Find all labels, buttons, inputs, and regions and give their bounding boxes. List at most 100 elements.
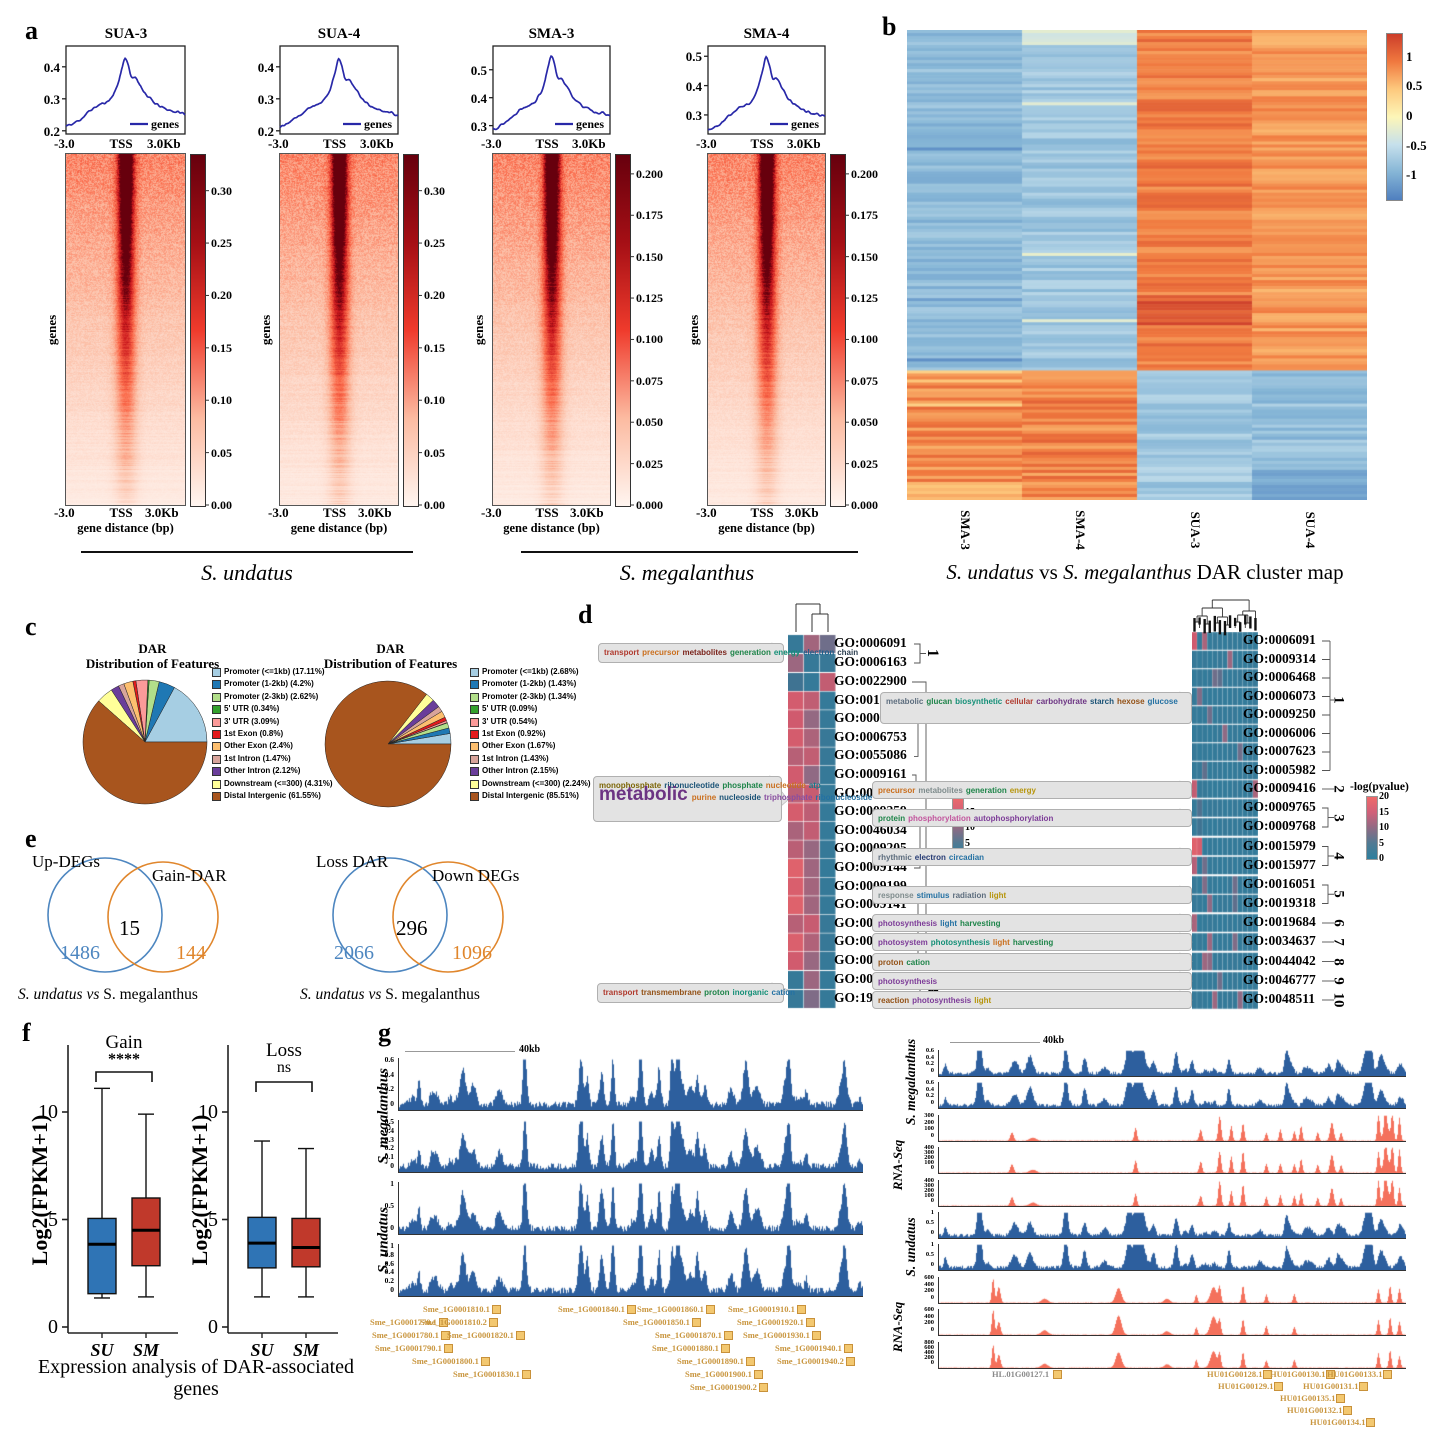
pie-legend-swatch bbox=[212, 779, 221, 789]
colorbar-tick-label: 0.100 bbox=[851, 332, 878, 347]
gene-glyph bbox=[1274, 1382, 1284, 1391]
boxplot-ytick-label: 10 bbox=[198, 1101, 218, 1123]
profile-legend-label: genes bbox=[791, 117, 819, 131]
profile-ytick-label: 0.3 bbox=[685, 107, 702, 123]
pie-legend-label: 3' UTR (3.09%) bbox=[224, 716, 280, 726]
go-term-left: GO:0006753 bbox=[834, 728, 907, 744]
go-term-right: GO:0015979 bbox=[1243, 837, 1316, 853]
wordcloud-word: response bbox=[878, 891, 914, 900]
wordcloud-left-3: transport transmembrane proton inorganic cat… bbox=[597, 983, 795, 1003]
wordcloud-word: light bbox=[989, 891, 1007, 900]
go-term-right: GO:0046777 bbox=[1243, 972, 1316, 987]
wordcloud-word: protein bbox=[878, 814, 906, 823]
gene-label: HL.01G00127.1 bbox=[992, 1369, 1050, 1379]
venn1-caption-roman: S. megalanthus bbox=[99, 986, 198, 1003]
group-underline-su bbox=[81, 551, 413, 553]
venn1-caption: S. undatus vs S. megalanthus bbox=[18, 986, 198, 1004]
go-term-right: GO:0009314 bbox=[1243, 650, 1316, 666]
wordcloud-right-4: rhythmic electron circadian bbox=[872, 848, 1192, 866]
tss-colorbar bbox=[830, 154, 846, 507]
wordcloud-word: ribonucleotide bbox=[664, 781, 720, 790]
sample-title-sua4: SUA-4 bbox=[317, 26, 361, 42]
dar-colorbar-tick: -1 bbox=[1406, 167, 1417, 183]
wordcloud-word: radiation bbox=[952, 891, 987, 900]
right-track-6 bbox=[938, 1212, 1406, 1239]
gene-label: Sme_1G0001920.1 bbox=[737, 1317, 804, 1327]
track-ytick: 300 bbox=[924, 1112, 934, 1119]
go-bracket-right-1 bbox=[1322, 640, 1334, 771]
colorbar-tick-label: 0.025 bbox=[636, 456, 663, 471]
heatmap-xtick: -3.0 bbox=[268, 505, 289, 520]
group-caption-s-megalanthus: S. megalanthus bbox=[619, 560, 755, 585]
boxplot-ytick-label: 5 bbox=[208, 1208, 218, 1231]
wordcloud-word: purine bbox=[691, 793, 717, 802]
gene-label: Sme_1G0001790.1 bbox=[375, 1343, 442, 1353]
heatmap-xlabel: gene distance (bp) bbox=[290, 521, 388, 535]
venn2-count1: 2066 bbox=[334, 942, 374, 964]
wordcloud-right-6: photosynthesis light harvesting bbox=[872, 914, 1192, 932]
track-ytick: 0.6 bbox=[925, 1047, 934, 1054]
wordcloud-word: electron bbox=[803, 648, 835, 657]
wordcloud-word: harvesting bbox=[960, 919, 1001, 928]
track-ytick: 200 bbox=[924, 1154, 934, 1161]
venn2-caption: S. undatus vs S. megalanthus bbox=[300, 986, 480, 1004]
profile-legend-label: genes bbox=[151, 117, 179, 131]
colorbar-tick-label: 0.100 bbox=[636, 332, 663, 347]
track-ytick: 0.5 bbox=[925, 1219, 934, 1226]
gene-glyph bbox=[844, 1344, 854, 1353]
go-term-right: GO:0048511 bbox=[1243, 991, 1316, 1006]
dar-colorbar-tick: 0 bbox=[1406, 108, 1413, 123]
heatmap-xtick: TSS bbox=[750, 505, 774, 520]
track-ytick: 400 bbox=[924, 1312, 934, 1320]
pie-slice bbox=[387, 699, 440, 745]
heatmap-xtick: 3.0Kb bbox=[570, 505, 604, 520]
track-ytick: 0.3 bbox=[384, 1134, 394, 1144]
profile-xtick: 3.0Kb bbox=[787, 136, 821, 151]
go-term-left: GO:0006091 bbox=[834, 635, 907, 650]
pie-legend-swatch bbox=[212, 705, 221, 715]
gene-glyph bbox=[1383, 1370, 1393, 1379]
go-legend-tick: 10 bbox=[965, 822, 975, 833]
go-term-right: GO:0019318 bbox=[1243, 894, 1316, 910]
track-ytick: 0.6 bbox=[925, 1079, 934, 1086]
gene-glyph bbox=[1052, 1370, 1062, 1379]
go-cluster-label-right: 1 bbox=[1330, 696, 1347, 704]
colorbar-tick-label: 0.00 bbox=[424, 498, 445, 512]
profile-xtick: -3.0 bbox=[696, 136, 717, 151]
profile-xtick: 3.0Kb bbox=[360, 136, 394, 151]
wordcloud-word: cellular bbox=[1005, 697, 1034, 706]
track-ytick: 0.6 bbox=[384, 1055, 394, 1064]
venn2-caption-italic: S. undatus vs bbox=[300, 986, 382, 1003]
gene-label: Sme_1G0001880.1 bbox=[652, 1343, 719, 1353]
wordcloud-word: inorganic bbox=[732, 988, 769, 997]
dar-heatmap-column-label: SUA-3 bbox=[1187, 511, 1203, 549]
wordcloud-word: transport bbox=[604, 648, 640, 657]
pie-legend-label: Promoter (2-3kb) (1.34%) bbox=[482, 691, 577, 701]
profile-ytick-label: 0.5 bbox=[470, 62, 487, 78]
profile-curve-SUA-3 bbox=[65, 57, 186, 127]
wordcloud-big-word: metabolic bbox=[599, 784, 688, 805]
colorbar-tick-label: 0.050 bbox=[851, 415, 878, 430]
wordcloud-word: photosynthesis bbox=[912, 996, 972, 1005]
pie-legend-swatch bbox=[470, 717, 479, 727]
colorbar-tick-label: 0.15 bbox=[211, 340, 232, 355]
gene-glyph bbox=[444, 1344, 454, 1353]
pie-slice bbox=[118, 683, 146, 743]
venn1-caption-italic: S. undatus vs bbox=[18, 986, 100, 1003]
wordcloud-word: metabolic bbox=[886, 697, 924, 706]
tss-heatmap-SMA-3 bbox=[492, 153, 611, 506]
go-term-right: GO:0009768 bbox=[1243, 818, 1316, 833]
wordcloud-word: nucleoside bbox=[719, 793, 761, 802]
pie-slice bbox=[144, 681, 175, 743]
pie-legend-label: Other Exon (1.67%) bbox=[482, 741, 556, 751]
heatmap-row-label: genes bbox=[686, 314, 701, 346]
wordcloud-right-7: photosystem photosynthesis light harvesting bbox=[872, 933, 1192, 951]
pie-legend-swatch bbox=[212, 730, 221, 739]
gene-glyph bbox=[812, 1331, 822, 1340]
boxplot2-sig: ns bbox=[276, 1059, 292, 1076]
track-ytick: 100 bbox=[924, 1125, 934, 1133]
track-ytick: 0 bbox=[390, 1161, 394, 1170]
left-track-1 bbox=[398, 1058, 863, 1111]
gene-glyph bbox=[846, 1357, 856, 1366]
gene-glyph bbox=[806, 1318, 816, 1327]
